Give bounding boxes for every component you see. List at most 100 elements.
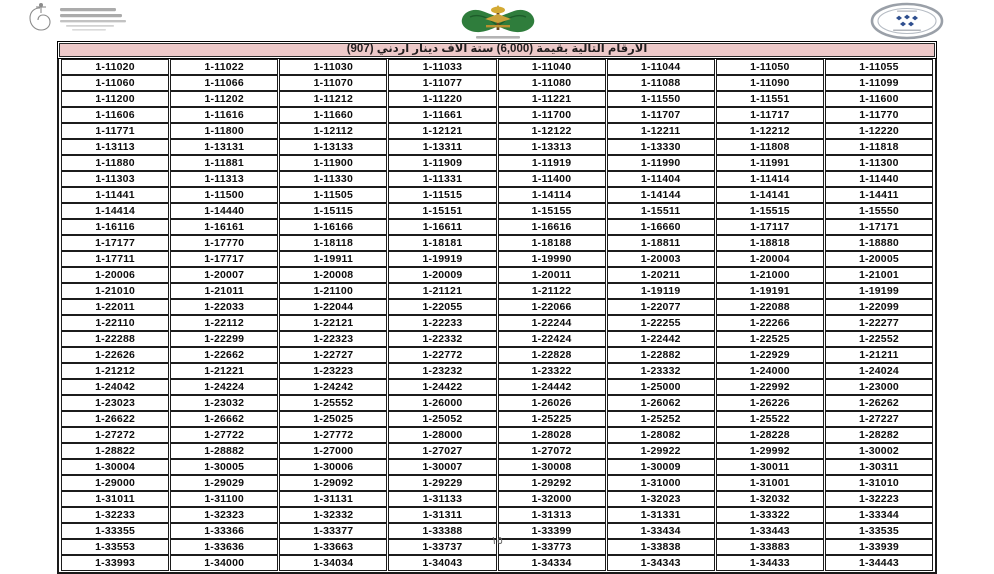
prize-number-cell: 1-20008 xyxy=(279,267,388,283)
prize-number-cell: 1-27772 xyxy=(279,427,388,443)
prize-number-cell: 1-11717 xyxy=(715,107,824,123)
prize-number-cell: 1-29000 xyxy=(61,475,170,491)
prize-number-cell: 1-11414 xyxy=(715,171,824,187)
prize-number-cell: 1-29922 xyxy=(606,443,715,459)
table-row: 1-18880 1-18818 1-18811 1-18188 1-18181 1-181… xyxy=(61,235,933,251)
table-row: 1-11818 1-11808 1-13330 1-13313 1-13311 1-131… xyxy=(61,139,933,155)
prize-number-cell: 1-16161 xyxy=(170,219,279,235)
table-row: 1-11770 1-11717 1-11707 1-11700 1-11661 1-116… xyxy=(61,107,933,123)
prize-number-cell: 1-15515 xyxy=(715,203,824,219)
prize-number-cell: 1-22088 xyxy=(715,299,824,315)
prize-number-cell: 1-32000 xyxy=(497,491,606,507)
table-row: 1-20005 1-20004 1-20003 1-19990 1-19919 1-199… xyxy=(61,251,933,267)
prize-number-cell: 1-22727 xyxy=(279,347,388,363)
prize-number-cell: 1-19919 xyxy=(388,251,497,267)
egov-award-logo xyxy=(14,1,138,39)
prize-number-cell: 1-23000 xyxy=(824,379,933,395)
prize-number-cell: 1-33366 xyxy=(170,523,279,539)
prize-number-cell: 1-28882 xyxy=(170,443,279,459)
prize-number-cell: 1-12121 xyxy=(388,123,497,139)
prize-number-cell: 1-18880 xyxy=(824,235,933,251)
prize-number-cell: 1-11770 xyxy=(824,107,933,123)
prize-number-cell: 1-24042 xyxy=(61,379,170,395)
prize-number-cell: 1-22066 xyxy=(497,299,606,315)
prize-number-cell: 1-31311 xyxy=(388,507,497,523)
prize-number-cell: 1-11550 xyxy=(606,91,715,107)
prize-number-cell: 1-11331 xyxy=(388,171,497,187)
prize-number-cell: 1-11818 xyxy=(824,139,933,155)
prize-number-cell: 1-13313 xyxy=(497,139,606,155)
prize-number-cell: 1-19199 xyxy=(824,283,933,299)
prize-number-cell: 1-33636 xyxy=(170,539,279,555)
prize-number-cell: 1-22277 xyxy=(824,315,933,331)
table-row: 1-19199 1-19191 1-19119 1-21122 1-21121 1-211… xyxy=(61,283,933,299)
prize-number-cell: 1-33993 xyxy=(61,555,170,571)
prize-number-cell: 1-21011 xyxy=(170,283,279,299)
prize-number-cell: 1-34034 xyxy=(279,555,388,571)
table-row: 1-32223 1-32032 1-32023 1-32000 1-31133 1-311… xyxy=(61,491,933,507)
prize-number-cell: 1-11661 xyxy=(388,107,497,123)
prize-number-cell: 1-22299 xyxy=(170,331,279,347)
prize-number-cell: 1-11660 xyxy=(279,107,388,123)
prize-number-cell: 1-15511 xyxy=(606,203,715,219)
table-row: 1-24024 1-24000 1-23332 1-23322 1-23232 1-232… xyxy=(61,363,933,379)
prize-number-cell: 1-11440 xyxy=(824,171,933,187)
prize-number-cell: 1-30002 xyxy=(824,443,933,459)
table-row: 1-21211 1-22929 1-22882 1-22828 1-22772 1-227… xyxy=(61,347,933,363)
prize-number-cell: 1-26622 xyxy=(61,411,170,427)
table-row: 1-28282 1-28228 1-28082 1-28028 1-28000 1-277… xyxy=(61,427,933,443)
prize-number-cell: 1-34334 xyxy=(497,555,606,571)
prize-numbers-table: 1-11055 1-11050 1-11044 1-11040 1-11033 1-110… xyxy=(60,59,934,571)
prize-number-cell: 1-34000 xyxy=(170,555,279,571)
prize-number-cell: 1-22442 xyxy=(606,331,715,347)
prize-number-cell: 1-11303 xyxy=(61,171,170,187)
prize-number-cell: 1-11202 xyxy=(170,91,279,107)
table-row: 1-31010 1-31001 1-31000 1-29292 1-29229 1-290… xyxy=(61,475,933,491)
prize-number-cell: 1-22099 xyxy=(824,299,933,315)
prize-number-cell: 1-25552 xyxy=(279,395,388,411)
prize-number-cell: 1-11220 xyxy=(388,91,497,107)
prize-number-cell: 1-22626 xyxy=(61,347,170,363)
prize-number-cell: 1-11505 xyxy=(279,187,388,203)
prize-number-cell: 1-18118 xyxy=(279,235,388,251)
prize-number-cell: 1-22525 xyxy=(715,331,824,347)
table-row: 1-22099 1-22088 1-22077 1-22066 1-22055 1-220… xyxy=(61,299,933,315)
prize-number-cell: 1-11700 xyxy=(497,107,606,123)
prize-number-cell: 1-11400 xyxy=(497,171,606,187)
prize-number-cell: 1-26226 xyxy=(715,395,824,411)
table-row: 1-33939 1-33883 1-33838 1-33773 1-33737 1-336… xyxy=(61,539,933,555)
table-row: 1-11300 1-11991 1-11990 1-11919 1-11909 1-119… xyxy=(61,155,933,171)
prize-number-cell: 1-28822 xyxy=(61,443,170,459)
prize-number-cell: 1-25225 xyxy=(497,411,606,427)
prize-number-cell: 1-28082 xyxy=(606,427,715,443)
prize-number-cell: 1-34443 xyxy=(824,555,933,571)
prize-number-cell: 1-27722 xyxy=(170,427,279,443)
prize-number-cell: 1-20003 xyxy=(606,251,715,267)
table-title-banner: الارقام التالية بقيمة (6,000) ستة آلاف د… xyxy=(57,41,937,59)
prize-number-cell: 1-11300 xyxy=(824,155,933,171)
prize-number-cell: 1-27000 xyxy=(279,443,388,459)
prize-number-cell: 1-27027 xyxy=(388,443,497,459)
prize-number-cell: 1-33443 xyxy=(715,523,824,539)
prize-number-cell: 1-29292 xyxy=(497,475,606,491)
prize-number-cell: 1-23023 xyxy=(61,395,170,411)
prize-number-cell: 1-26662 xyxy=(170,411,279,427)
prize-number-cell: 1-22772 xyxy=(388,347,497,363)
prize-number-cell: 1-26000 xyxy=(388,395,497,411)
prize-number-cell: 1-11330 xyxy=(279,171,388,187)
prize-number-cell: 1-22266 xyxy=(715,315,824,331)
prize-number-cell: 1-11080 xyxy=(497,75,606,91)
prize-number-cell: 1-11551 xyxy=(715,91,824,107)
table-row: 1-11055 1-11050 1-11044 1-11040 1-11033 1-110… xyxy=(61,59,933,75)
prize-number-cell: 1-24024 xyxy=(824,363,933,379)
prize-number-cell: 1-21100 xyxy=(279,283,388,299)
prize-numbers-table-container: 1-11055 1-11050 1-11044 1-11040 1-11033 1-110… xyxy=(57,59,937,574)
prize-number-cell: 1-23332 xyxy=(606,363,715,379)
prize-number-cell: 1-11212 xyxy=(279,91,388,107)
prize-number-cell: 1-16611 xyxy=(388,219,497,235)
prize-number-cell: 1-33388 xyxy=(388,523,497,539)
table-row: 1-33344 1-33322 1-31331 1-31313 1-31311 1-323… xyxy=(61,507,933,523)
prize-number-cell: 1-18818 xyxy=(715,235,824,251)
prize-number-cell: 1-11515 xyxy=(388,187,497,203)
prize-number-cell: 1-33553 xyxy=(61,539,170,555)
